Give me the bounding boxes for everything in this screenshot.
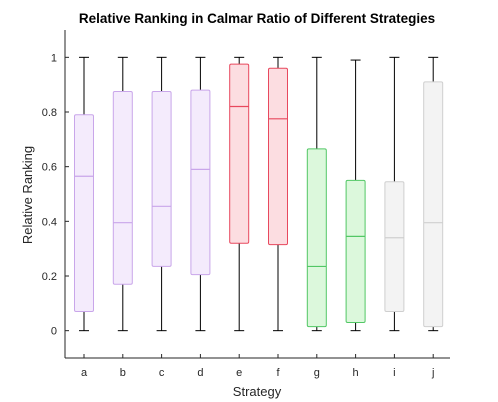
box-h (345, 59, 366, 332)
y-axis-label: Relative Ranking (20, 146, 35, 244)
y-tick-label: 1 (51, 52, 57, 64)
box-iqr (345, 179, 366, 323)
axes (64, 30, 450, 359)
x-axis-label: Strategy (233, 384, 282, 399)
x-tick-label: h (353, 367, 359, 379)
box-e (229, 56, 250, 332)
x-tick-label: c (159, 367, 165, 379)
box-iqr (190, 89, 211, 276)
box-iqr (112, 91, 133, 285)
y-axis-ticks: 0 0.2 0.4 0.6 0.8 1 (42, 52, 69, 338)
y-tick-label: 0.8 (42, 107, 57, 119)
x-tick-label: g (314, 367, 320, 379)
x-tick-label: f (276, 367, 280, 379)
box-a (74, 56, 94, 332)
box-f (268, 56, 288, 332)
y-tick-label: 0.6 (42, 162, 57, 174)
box-series (74, 56, 444, 332)
box-g (306, 56, 327, 332)
x-tick-label: a (81, 367, 88, 379)
x-tick-label: d (197, 367, 203, 379)
box-iqr (229, 63, 250, 244)
box-iqr (74, 114, 94, 313)
box-c (151, 56, 172, 332)
x-tick-label: e (236, 367, 242, 379)
chart-title: Relative Ranking in Calmar Ratio of Diff… (79, 11, 435, 26)
box-iqr (423, 81, 444, 328)
box-iqr (384, 181, 405, 313)
box-j (423, 56, 444, 332)
box-i (384, 56, 405, 332)
box-d (190, 56, 211, 332)
x-axis-ticks: a b c d e f g h i j (81, 354, 434, 379)
box-iqr (268, 67, 288, 246)
box-b (112, 56, 133, 332)
x-tick-label: b (120, 367, 126, 379)
x-tick-label: i (393, 367, 395, 379)
y-tick-label: 0 (51, 326, 57, 338)
box-iqr (306, 148, 327, 328)
y-tick-label: 0.2 (42, 271, 57, 283)
y-tick-label: 0.4 (42, 216, 57, 228)
box-iqr (151, 91, 172, 267)
x-tick-label: j (431, 367, 434, 379)
